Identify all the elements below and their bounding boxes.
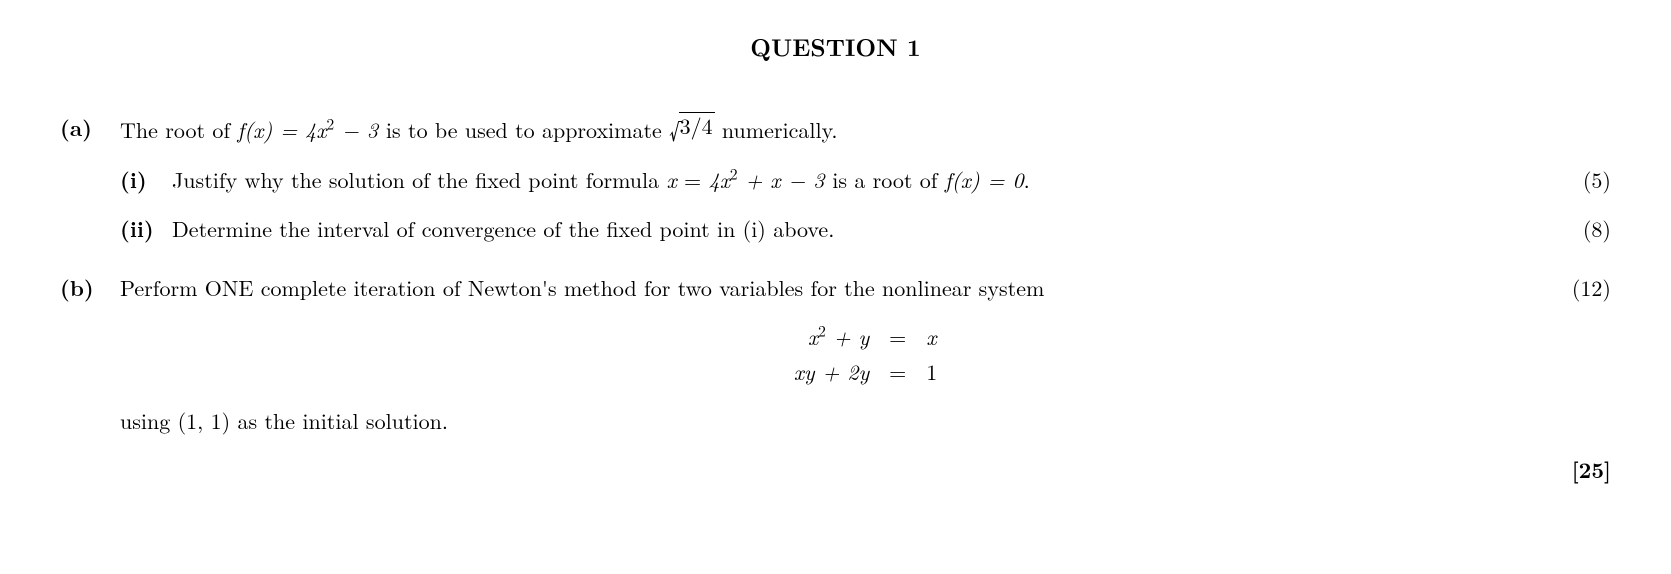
part-b-label: (b)	[60, 272, 120, 436]
a-i-text-3: .	[1024, 164, 1030, 195]
part-a-fn: f(x) = 4x	[237, 114, 326, 145]
a-i-text-2: is a root of	[832, 164, 945, 195]
part-b-trailing-2: as the initial solution.	[230, 405, 448, 436]
question-title: QUESTION 1	[60, 30, 1611, 64]
part-a-fn-after: − 3	[334, 114, 378, 145]
part-a-intro-3: numerically.	[722, 114, 838, 145]
subpart-a-i: (i) Justify why the solution of the fixe…	[120, 164, 1611, 195]
sqrt-expression: √ 3/4	[669, 112, 714, 146]
total-marks: [25]	[60, 454, 1611, 485]
a-i-eq-r1: 4x	[708, 164, 729, 195]
part-a-intro-2: is to be used to approximate	[386, 114, 669, 145]
a-i-marks: (5)	[1563, 164, 1611, 195]
sqrt-sign-icon: √	[669, 113, 680, 147]
part-a-label: (a)	[60, 112, 120, 248]
subpart-a-ii-label: (ii)	[120, 213, 172, 244]
subpart-a-i-label: (i)	[120, 164, 172, 195]
part-a-fn-sup: 2	[326, 114, 334, 135]
a-i-text-1: Justify why the solution of the fixed po…	[172, 164, 666, 195]
eq1-m: =	[879, 319, 916, 354]
equation-system: x2 + y = x xy + 2y = 1	[120, 319, 1611, 389]
eq2-r: 1	[916, 354, 947, 389]
part-b-trailing-1: using	[120, 405, 178, 436]
sqrt-arg: 3/4	[679, 112, 715, 139]
a-i-eq-r2: + x − 3	[738, 164, 825, 195]
eq2-m: =	[879, 354, 916, 389]
a-i-eq-rsup: 2	[730, 164, 738, 185]
a-i-eq-l: x	[666, 164, 676, 195]
a-ii-text: Determine the interval of convergence of…	[172, 213, 1563, 244]
part-a: (a) The root of f(x) = 4x2 − 3 is to be …	[60, 112, 1611, 248]
part-b-init: (1, 1)	[178, 405, 231, 436]
eq1-lsup: 2	[818, 321, 826, 342]
part-a-intro-1: The root of	[120, 114, 237, 145]
a-i-fzero: f(x) = 0	[945, 164, 1024, 195]
a-i-eq-eq: =	[677, 164, 709, 195]
eq1-l2: + y	[826, 321, 869, 352]
subpart-a-ii: (ii) Determine the interval of convergen…	[120, 213, 1611, 244]
part-b-text: Perform ONE complete iteration of Newton…	[120, 272, 1552, 303]
eq1-l1: x	[808, 321, 818, 352]
part-b-marks: (12)	[1552, 272, 1611, 303]
eq1-r: x	[916, 319, 947, 354]
eq2-l: xy + 2y	[794, 356, 869, 387]
part-b: (b) Perform ONE complete iteration of Ne…	[60, 272, 1611, 436]
a-ii-marks: (8)	[1563, 213, 1611, 244]
